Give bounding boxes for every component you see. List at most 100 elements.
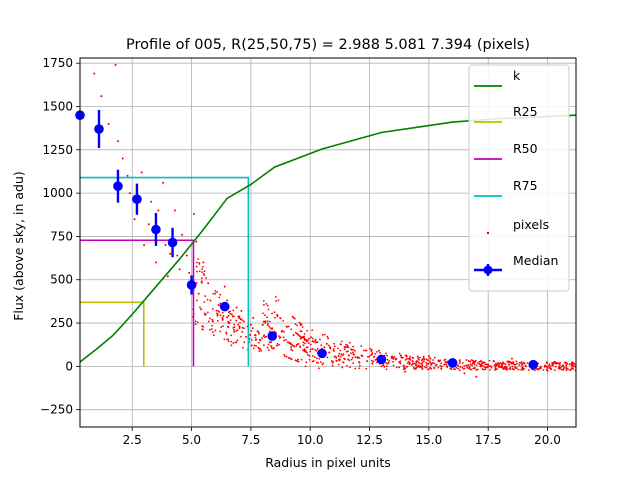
pixel-point xyxy=(200,277,203,280)
pixel-point xyxy=(383,365,386,368)
pixel-point xyxy=(463,365,466,368)
pixel-point xyxy=(360,345,363,347)
pixel-point xyxy=(434,364,437,367)
pixel-point xyxy=(440,367,443,370)
pixel-point xyxy=(229,312,232,315)
pixel-point xyxy=(154,261,157,264)
pixel-point xyxy=(414,367,417,370)
pixel-point xyxy=(400,356,403,359)
median-point xyxy=(167,237,178,248)
pixel-point xyxy=(504,366,507,369)
pixel-point xyxy=(338,358,341,361)
pixel-point xyxy=(517,368,520,371)
pixel-point xyxy=(552,364,555,366)
y-tick-label: 1500 xyxy=(42,100,73,114)
pixel-point xyxy=(225,331,228,334)
pixel-point xyxy=(305,361,308,364)
pixel-point xyxy=(275,300,277,302)
pixel-point xyxy=(458,359,461,362)
pixel-point xyxy=(430,367,433,370)
pixel-point xyxy=(264,320,267,323)
pixel-point xyxy=(562,367,565,370)
pixel-point xyxy=(407,360,410,363)
pixel-point xyxy=(251,327,254,330)
pixel-point xyxy=(267,349,270,352)
pixel-point xyxy=(306,329,308,332)
pixel-point xyxy=(209,299,212,302)
pixel-point xyxy=(482,368,485,371)
pixel-point xyxy=(107,122,110,125)
median-point xyxy=(151,224,161,235)
pixel-point xyxy=(214,329,217,332)
pixel-point xyxy=(528,369,530,371)
pixel-point xyxy=(354,367,357,370)
pixel-point xyxy=(338,352,341,355)
pixel-point xyxy=(241,346,244,349)
pixel-point xyxy=(418,358,420,361)
pixel-point xyxy=(235,319,238,322)
pixel-point xyxy=(230,334,233,337)
pixel-point xyxy=(157,209,160,212)
pixel-point xyxy=(388,360,391,362)
pixel-point xyxy=(260,349,263,352)
pixel-point xyxy=(239,317,242,320)
pixel-point xyxy=(230,344,233,347)
pixel-point xyxy=(279,317,282,320)
pixel-point xyxy=(203,270,206,273)
pixel-point xyxy=(195,299,198,302)
pixel-point xyxy=(457,367,460,370)
pixel-point xyxy=(201,325,204,328)
pixel-point xyxy=(415,363,418,366)
pixel-point xyxy=(473,366,476,369)
pixel-point xyxy=(510,362,513,365)
pixel-point xyxy=(265,302,268,305)
pixel-point xyxy=(329,347,332,350)
k-curve xyxy=(79,114,577,363)
pixel-point xyxy=(374,358,377,361)
pixel-point xyxy=(116,140,119,143)
pixel-point xyxy=(143,244,146,247)
pixel-point xyxy=(272,347,275,350)
pixel-point xyxy=(428,367,430,370)
pixel-point xyxy=(196,321,199,324)
pixel-point xyxy=(549,365,552,368)
pixel-point xyxy=(337,363,340,366)
pixel-point xyxy=(563,361,566,364)
pixel-point xyxy=(518,364,521,366)
pixel-point xyxy=(440,365,443,368)
pixel-point xyxy=(333,345,336,348)
pixel-point xyxy=(391,355,394,358)
pixel-point xyxy=(350,348,353,351)
pixel-point xyxy=(305,339,308,342)
pixel-point xyxy=(227,311,230,314)
pixel-point xyxy=(274,295,277,298)
pixel-point xyxy=(243,341,246,343)
pixel-point xyxy=(486,363,488,366)
pixel-point xyxy=(266,346,269,349)
pixel-point xyxy=(440,362,443,365)
pixel-point xyxy=(335,360,338,362)
pixel-point xyxy=(295,345,298,347)
pixel-point xyxy=(214,292,217,295)
pixel-point xyxy=(242,327,245,330)
pixel-point xyxy=(546,361,549,364)
pixel-point xyxy=(238,327,241,330)
pixel-point xyxy=(520,364,523,367)
pixel-point xyxy=(327,344,330,347)
median-point xyxy=(376,354,387,365)
pixel-point xyxy=(405,365,408,368)
pixel-point xyxy=(217,303,220,306)
pixel-point xyxy=(126,174,129,177)
pixel-point xyxy=(197,292,200,295)
pixel-point xyxy=(467,364,470,367)
pixel-point xyxy=(245,335,248,338)
pixel-point xyxy=(327,337,330,340)
pixel-point xyxy=(341,354,344,357)
pixel-point xyxy=(433,362,436,365)
pixel-point xyxy=(340,353,343,356)
pixel-point xyxy=(369,347,372,350)
marker-line-r75 xyxy=(80,176,250,367)
pixel-point xyxy=(169,252,172,255)
pixel-point xyxy=(311,329,314,332)
pixel-point xyxy=(232,309,235,312)
